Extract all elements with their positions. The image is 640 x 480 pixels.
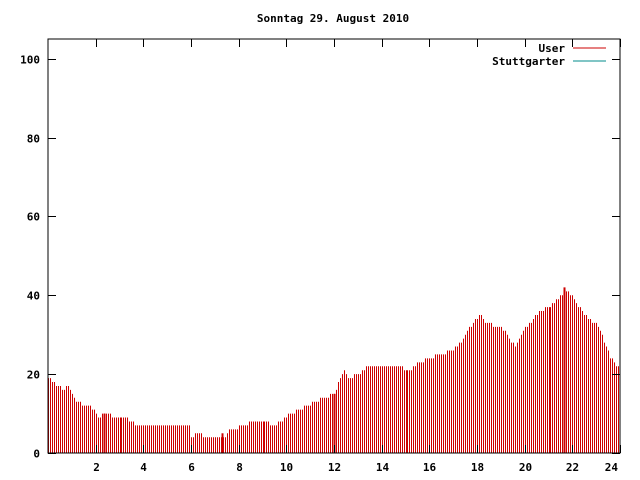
- legend-label: Stuttgarter: [492, 55, 565, 68]
- x-tick-label: 24: [605, 461, 619, 474]
- x-tick-label: 4: [140, 461, 147, 474]
- x-tick-label: 22: [566, 461, 579, 474]
- legend-label: User: [539, 42, 566, 55]
- y-tick-label: 80: [27, 133, 40, 146]
- y-tick-label: 40: [27, 290, 40, 303]
- x-tick-label: 2: [93, 461, 100, 474]
- y-tick-label: 20: [27, 369, 40, 382]
- chart-title: Sonntag 29. August 2010: [257, 12, 409, 25]
- x-tick-label: 8: [236, 461, 243, 474]
- x-tick-label: 12: [328, 461, 341, 474]
- x-tick-label: 6: [188, 461, 195, 474]
- plot-frame: [47, 38, 621, 454]
- y-tick-label: 60: [27, 211, 40, 224]
- bar-series-user: [48, 287, 619, 453]
- y-tick-label: 100: [20, 54, 40, 67]
- x-tick-label: 18: [471, 461, 484, 474]
- x-tick-label: 14: [376, 461, 390, 474]
- x-tick-label: 16: [423, 461, 437, 474]
- y-tick-label: 0: [33, 448, 40, 461]
- x-tick-label: 20: [519, 461, 532, 474]
- x-tick-label: 10: [280, 461, 293, 474]
